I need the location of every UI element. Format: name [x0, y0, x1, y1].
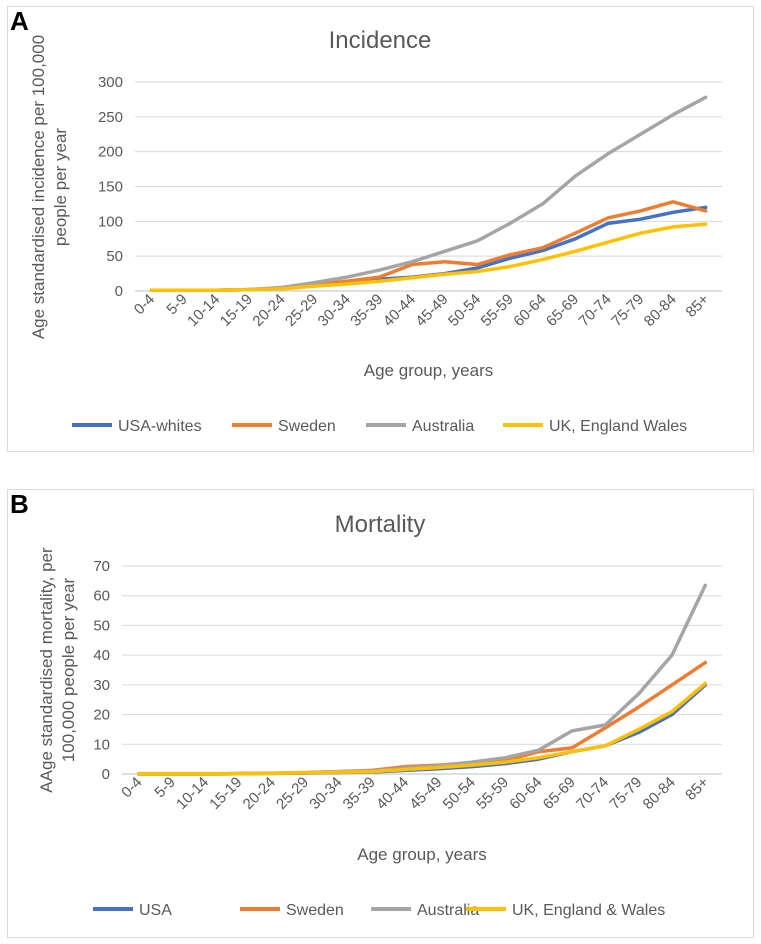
mortality-ytick-60: 60 [93, 588, 110, 605]
mortality-xtick-6: 30-34 [306, 774, 345, 813]
mortality-ylabel-line-0: AAge standardised mortality, per [37, 547, 56, 793]
incidence-xtick-10: 50-54 [445, 291, 484, 330]
incidence-xtick-0: 0-4 [131, 291, 158, 318]
incidence-xtick-8: 40-44 [380, 291, 419, 330]
incidence-series-usa-whites [149, 205, 708, 293]
mortality-xtick-3: 15-19 [206, 774, 245, 813]
incidence-xtick-7: 35-39 [347, 291, 386, 330]
incidence-xtick-11: 55-59 [478, 291, 517, 330]
mortality-series-sweden [136, 660, 708, 776]
mortality-xtick-4: 20-24 [240, 774, 279, 813]
mortality-ytick-0: 0 [102, 766, 110, 783]
incidence-ylabel: Age standardised incidence per 100,000 pe… [29, 35, 70, 339]
incidence-series-uk-england-wales [149, 222, 708, 293]
incidence-ytick-200: 200 [98, 144, 123, 161]
incidence-xtick-13: 65-69 [543, 291, 582, 330]
incidence-xtick-3: 15-19 [217, 291, 256, 330]
incidence-ytick-250: 250 [98, 109, 123, 126]
mortality-xtick-2: 10-14 [173, 774, 212, 813]
mortality-ytick-30: 30 [93, 677, 110, 694]
incidence-ylabel-line-0: Age standardised incidence per 100,000 [29, 35, 48, 339]
mortality-xtick-1: 5-9 [151, 774, 178, 801]
mortality-legend-label-australia: Australia [417, 902, 479, 919]
mortality-series-australia [136, 583, 708, 776]
mortality-xtick-10: 50-54 [440, 774, 479, 813]
incidence-ylabel-line-1: people per year [51, 128, 70, 246]
panel-a-letter: A [10, 6, 29, 36]
incidence-xtick-12: 60-64 [510, 291, 549, 330]
mortality-title: Mortality [335, 511, 426, 538]
mortality-xtick-12: 60-64 [506, 774, 545, 813]
incidence-legend-label-sweden: Sweden [278, 418, 336, 435]
incidence-xtick-6: 30-34 [315, 291, 354, 330]
incidence-xtick-17: 85+ [683, 291, 713, 321]
mortality-xtick-14: 70-74 [573, 774, 612, 813]
mortality-xtick-8: 40-44 [373, 774, 412, 813]
incidence-ytick-50: 50 [106, 248, 123, 265]
mortality-xtick-7: 35-39 [340, 774, 379, 813]
mortality-ytick-70: 70 [93, 558, 110, 575]
incidence-legend-label-usa-whites: USA-whites [118, 418, 202, 435]
mortality-xtick-11: 55-59 [473, 774, 512, 813]
mortality-xtick-15: 75-79 [606, 774, 645, 813]
mortality-ytick-40: 40 [93, 647, 110, 664]
mortality-xtick-9: 45-49 [406, 774, 445, 813]
mortality-series-uk-england-wales [136, 681, 708, 776]
incidence-xtick-14: 70-74 [576, 291, 615, 330]
incidence-xtick-9: 45-49 [412, 291, 451, 330]
mortality-xtick-0: 0-4 [118, 774, 145, 801]
panel-b-letter: B [10, 489, 29, 519]
mortality-xtick-16: 80-84 [640, 774, 679, 813]
incidence-xlabel: Age group, years [364, 361, 493, 380]
mortality-ytick-10: 10 [93, 736, 110, 753]
incidence-ytick-300: 300 [98, 74, 123, 91]
incidence-xtick-5: 25-29 [282, 291, 321, 330]
incidence-xtick-4: 20-24 [249, 291, 288, 330]
mortality-xtick-13: 65-69 [540, 774, 579, 813]
mortality-legend-label-usa: USA [139, 902, 172, 919]
panel-a-frame [7, 6, 754, 452]
mortality-legend-label-uk-england-wales: UK, England & Wales [512, 902, 665, 919]
mortality-ylabel: AAge standardised mortality, per 100,000 … [37, 547, 78, 793]
mortality-ylabel-line-1: 100,000 people per year [59, 578, 78, 763]
mortality-ytick-20: 20 [93, 707, 110, 724]
mortality-ytick-50: 50 [93, 617, 110, 634]
incidence-ytick-100: 100 [98, 213, 123, 230]
mortality-xtick-17: 85+ [682, 774, 712, 804]
incidence-legend-label-australia: Australia [412, 418, 474, 435]
mortality-xtick-5: 25-29 [273, 774, 312, 813]
incidence-xtick-15: 75-79 [608, 291, 647, 330]
incidence-xtick-1: 5-9 [163, 291, 190, 318]
incidence-legend-label-uk-england-wales: UK, England Wales [549, 418, 687, 435]
incidence-ytick-150: 150 [98, 179, 123, 196]
incidence-title: Incidence [329, 27, 432, 54]
incidence-xtick-16: 80-84 [641, 291, 680, 330]
incidence-xtick-2: 10-14 [184, 291, 223, 330]
mortality-series-usa [136, 683, 708, 776]
incidence-ytick-0: 0 [115, 283, 123, 300]
mortality-xlabel: Age group, years [357, 845, 486, 864]
mortality-legend-label-sweden: Sweden [286, 902, 344, 919]
